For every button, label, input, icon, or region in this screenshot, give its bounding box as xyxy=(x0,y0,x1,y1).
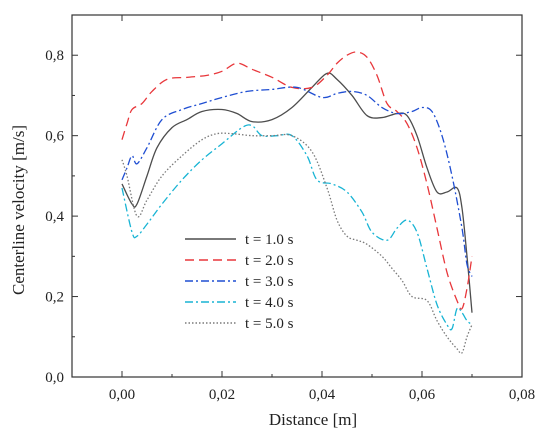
plot-frame xyxy=(71,14,523,378)
legend-label-1: t = 1.0 s xyxy=(245,232,294,248)
legend-label-4: t = 4.0 s xyxy=(245,295,294,311)
series-line-5 xyxy=(121,132,473,355)
series-lines xyxy=(121,51,473,355)
x-tick-label: 0,00 xyxy=(109,387,135,403)
x-axis-ticks: 0,00 0,02 0,04 0,06 0,08 xyxy=(71,15,535,403)
series-line-3 xyxy=(121,86,473,277)
x-tick-label: 0,08 xyxy=(509,387,535,403)
legend-label-2: t = 2.0 s xyxy=(245,253,294,269)
legend: t = 1.0 s t = 2.0 s t = 3.0 s t = 4.0 s t = … xyxy=(185,232,294,332)
series-line-2 xyxy=(121,51,473,310)
y-tick-label: 0,2 xyxy=(45,290,64,306)
x-axis-title: Distance [m] xyxy=(269,410,357,429)
y-tick-label: 0,0 xyxy=(45,370,64,386)
x-tick-label: 0,04 xyxy=(309,387,336,403)
y-axis-title: Centerline velocity [m/s] xyxy=(9,125,28,295)
y-tick-label: 0,8 xyxy=(45,48,64,64)
legend-label-5: t = 5.0 s xyxy=(245,316,294,332)
y-axis-ticks: 0,0 0,2 0,4 0,6 0,8 xyxy=(45,14,522,386)
x-tick-label: 0,06 xyxy=(409,387,436,403)
series-line-4 xyxy=(121,124,473,331)
plot-border xyxy=(71,14,523,378)
y-tick-label: 0,6 xyxy=(45,129,64,145)
y-tick-label: 0,4 xyxy=(45,209,64,225)
x-tick-label: 0,02 xyxy=(209,387,235,403)
legend-label-3: t = 3.0 s xyxy=(245,274,294,290)
series-line-1 xyxy=(121,72,473,313)
